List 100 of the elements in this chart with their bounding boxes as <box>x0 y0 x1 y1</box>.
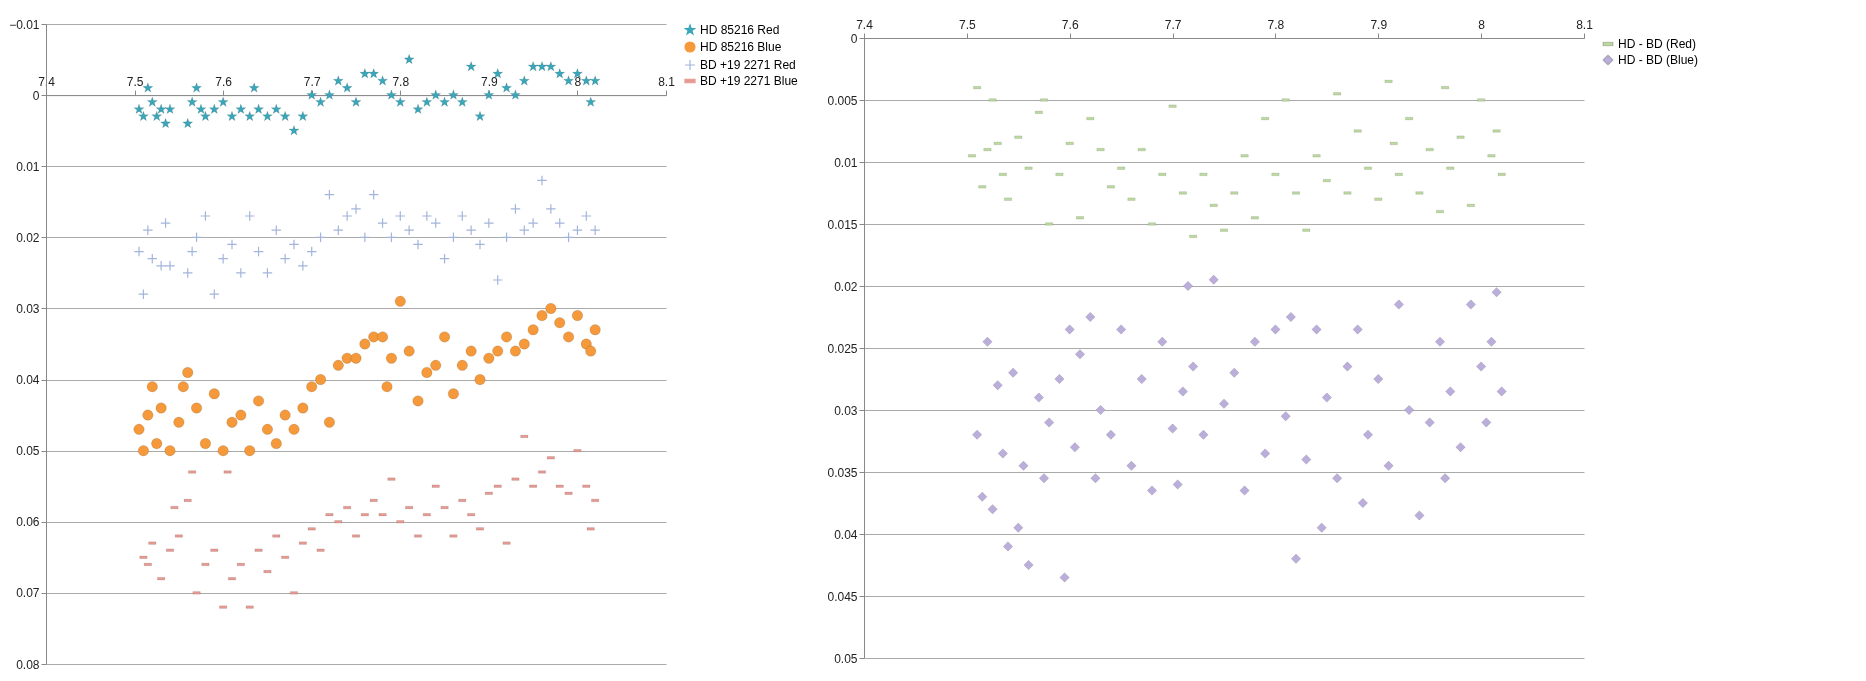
point <box>324 89 335 100</box>
point <box>421 210 433 222</box>
point <box>563 75 574 86</box>
x-tick-label: 7.4 <box>856 17 874 32</box>
point <box>377 75 388 86</box>
point <box>492 68 503 79</box>
point <box>253 246 264 257</box>
point <box>253 103 264 114</box>
point <box>439 96 450 107</box>
point <box>501 331 513 343</box>
x-tick-label: 7.5 <box>126 74 144 89</box>
legend-label: HD 85216 Blue <box>700 40 782 54</box>
point <box>142 82 154 93</box>
point <box>563 331 575 343</box>
point <box>403 345 415 357</box>
point <box>385 352 397 364</box>
point <box>381 381 393 393</box>
point <box>536 175 548 186</box>
point <box>182 267 194 279</box>
point <box>261 423 273 435</box>
point <box>580 210 592 222</box>
point <box>368 68 379 79</box>
point <box>359 68 371 79</box>
point <box>447 388 459 400</box>
point <box>581 75 592 86</box>
point <box>527 217 539 229</box>
point <box>536 61 548 72</box>
point <box>563 231 574 243</box>
point <box>271 103 282 114</box>
point <box>465 61 477 72</box>
point <box>571 310 583 322</box>
point <box>137 445 149 457</box>
point <box>545 203 557 215</box>
point <box>554 317 566 329</box>
point <box>403 54 415 65</box>
point <box>421 366 433 378</box>
point <box>164 103 176 114</box>
point <box>492 274 504 286</box>
y-tick-label: 0.01 <box>16 159 40 174</box>
point <box>341 210 353 222</box>
x-tick-label: 7.8 <box>1267 17 1285 32</box>
point <box>412 103 424 114</box>
x-tick-label: 8 <box>1478 17 1486 32</box>
point <box>536 310 548 322</box>
y-tick-label: 0.06 <box>16 515 40 530</box>
point <box>151 110 162 121</box>
point <box>306 246 318 257</box>
point <box>545 302 557 314</box>
x-tick-label: 7.5 <box>959 17 977 32</box>
x-tick-label: 8.1 <box>1576 17 1594 32</box>
point <box>133 103 145 114</box>
point <box>585 345 597 357</box>
point <box>465 224 477 236</box>
x-tick-label: 7.4 <box>38 74 56 89</box>
point <box>279 110 291 121</box>
point <box>412 395 424 407</box>
point <box>235 103 247 114</box>
y-tick-label: 0.04 <box>834 527 858 542</box>
y-tick-label: 0.08 <box>16 657 40 672</box>
x-tick-label: 8.1 <box>658 74 676 89</box>
point <box>324 189 335 201</box>
point <box>279 253 291 265</box>
y-tick-label: 0.03 <box>834 403 858 418</box>
point <box>297 260 309 272</box>
point <box>554 217 566 229</box>
point <box>209 103 220 114</box>
point <box>448 231 459 243</box>
point <box>133 246 145 257</box>
y-tick-label: 0.01 <box>834 155 858 170</box>
y-tick-label: 0.005 <box>827 93 858 108</box>
point <box>572 224 583 236</box>
point <box>315 231 326 243</box>
point <box>195 103 207 114</box>
point <box>350 352 362 364</box>
y-tick-label: 0.015 <box>827 217 858 232</box>
point <box>217 445 229 457</box>
point <box>191 402 203 414</box>
x-tick-label: 7.9 <box>481 74 499 89</box>
point <box>439 253 450 265</box>
point <box>585 96 596 107</box>
point <box>297 402 309 414</box>
point <box>439 331 451 343</box>
point <box>142 224 154 236</box>
point <box>191 82 202 93</box>
point <box>160 217 171 229</box>
point <box>244 110 255 121</box>
point <box>235 267 247 279</box>
point <box>146 381 158 393</box>
point <box>501 231 512 243</box>
point <box>208 288 220 300</box>
point <box>244 210 256 222</box>
point <box>527 324 539 336</box>
point <box>509 345 521 357</box>
point <box>518 338 530 350</box>
y-tick-label: 0.05 <box>834 651 858 666</box>
x-tick-label: 8 <box>574 74 582 89</box>
point <box>474 239 486 250</box>
point <box>262 267 273 279</box>
legend-label: HD 85216 Red <box>700 23 780 37</box>
y-tick-label: 0.05 <box>16 444 40 459</box>
